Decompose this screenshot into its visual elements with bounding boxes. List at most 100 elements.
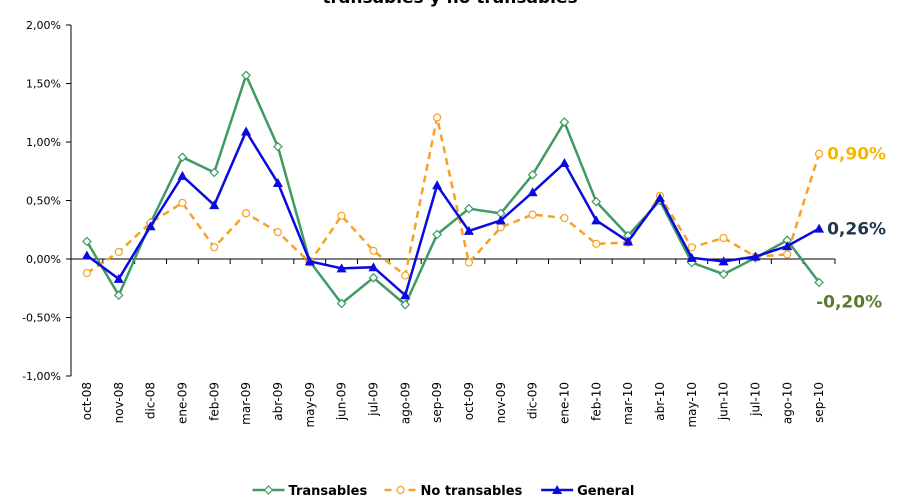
chart-title: transables y no transables (322, 0, 577, 8)
point (591, 196, 602, 207)
point (263, 485, 274, 495)
point (432, 180, 443, 190)
y-tick-label: 2,00% (26, 19, 61, 32)
x-tick-label: ago-10 (780, 382, 794, 424)
point (527, 187, 538, 197)
point (591, 215, 602, 225)
y-tick-label: 1,50% (26, 78, 61, 91)
point (177, 152, 188, 163)
series-line (85, 71, 821, 307)
point (718, 269, 729, 280)
point (687, 243, 696, 252)
series-line (86, 117, 821, 278)
point (718, 256, 729, 266)
legend-label: No transables (421, 484, 523, 499)
x-tick-label: mar-09 (239, 382, 253, 425)
x-tick-label: jun-09 (335, 382, 349, 421)
legend-item: Transables (252, 484, 368, 499)
point (241, 209, 251, 218)
point (82, 236, 92, 247)
y-tick-label: -0,50% (22, 312, 61, 325)
x-tick-label: jun-10 (717, 382, 731, 421)
point (81, 250, 92, 260)
point (337, 211, 346, 220)
point (145, 221, 156, 231)
point (496, 223, 505, 232)
point (114, 247, 123, 257)
point (178, 198, 187, 207)
point (336, 263, 347, 273)
point (113, 290, 124, 301)
x-tick-label: sep-10 (812, 382, 826, 423)
point (592, 239, 601, 248)
point (400, 290, 411, 300)
series-line (86, 128, 820, 298)
point (814, 149, 824, 158)
end-label: -0,20% (816, 292, 882, 312)
x-tick-label: nov-08 (112, 382, 126, 423)
point (464, 258, 474, 267)
point (113, 273, 124, 283)
legend-item: General (541, 484, 634, 499)
x-tick-label: sep-09 (430, 382, 444, 423)
x-tick-label: feb-10 (589, 382, 603, 421)
x-tick-label: jul-10 (748, 382, 762, 417)
point (177, 170, 188, 180)
point (432, 229, 442, 240)
point (814, 223, 825, 233)
x-tick-label: abr-09 (271, 382, 285, 421)
x-tick-label: abr-10 (653, 382, 667, 421)
point (400, 299, 411, 310)
point (782, 241, 793, 251)
point (559, 158, 570, 168)
x-tick-label: may-09 (303, 382, 317, 428)
x-tick-label: dic-09 (526, 382, 540, 419)
x-tick-label: ene-10 (557, 382, 571, 424)
x-tick-label: feb-09 (207, 382, 221, 421)
point (432, 113, 442, 122)
point (464, 203, 474, 214)
point (304, 256, 315, 266)
end-label: 0,90% (827, 145, 886, 165)
point (209, 200, 220, 210)
point (814, 277, 824, 288)
legend-item: No transables (384, 484, 523, 499)
point (719, 233, 728, 243)
point (273, 141, 283, 152)
end-label: 0,26% (827, 220, 886, 240)
point (210, 243, 219, 252)
x-tick-label: nov-09 (494, 382, 508, 423)
point (783, 250, 792, 259)
point (559, 117, 570, 127)
point (527, 169, 538, 180)
y-tick-label: 1,00% (26, 136, 61, 149)
legend-label: Transables (289, 484, 368, 499)
point (623, 236, 634, 246)
point (552, 485, 563, 494)
point (369, 246, 378, 255)
point (368, 272, 379, 283)
point (336, 298, 347, 309)
x-tick-label: mar-10 (621, 382, 635, 425)
point (654, 193, 665, 203)
x-tick-label: oct-09 (462, 382, 476, 420)
y-tick-label: -1,00% (22, 370, 61, 383)
point (686, 252, 697, 262)
point (241, 126, 252, 136)
point (560, 213, 569, 223)
point (495, 215, 506, 225)
y-tick-label: 0,00% (26, 253, 61, 266)
x-tick-label: oct-08 (80, 382, 94, 420)
point (528, 210, 537, 219)
point (368, 262, 379, 272)
x-tick-label: ene-09 (175, 382, 189, 424)
x-tick-label: ago-09 (398, 382, 412, 424)
point (82, 268, 92, 278)
point (241, 70, 251, 81)
point (463, 225, 474, 235)
x-tick-label: jul-09 (366, 382, 380, 417)
point (750, 251, 761, 261)
x-tick-label: dic-08 (144, 382, 158, 419)
